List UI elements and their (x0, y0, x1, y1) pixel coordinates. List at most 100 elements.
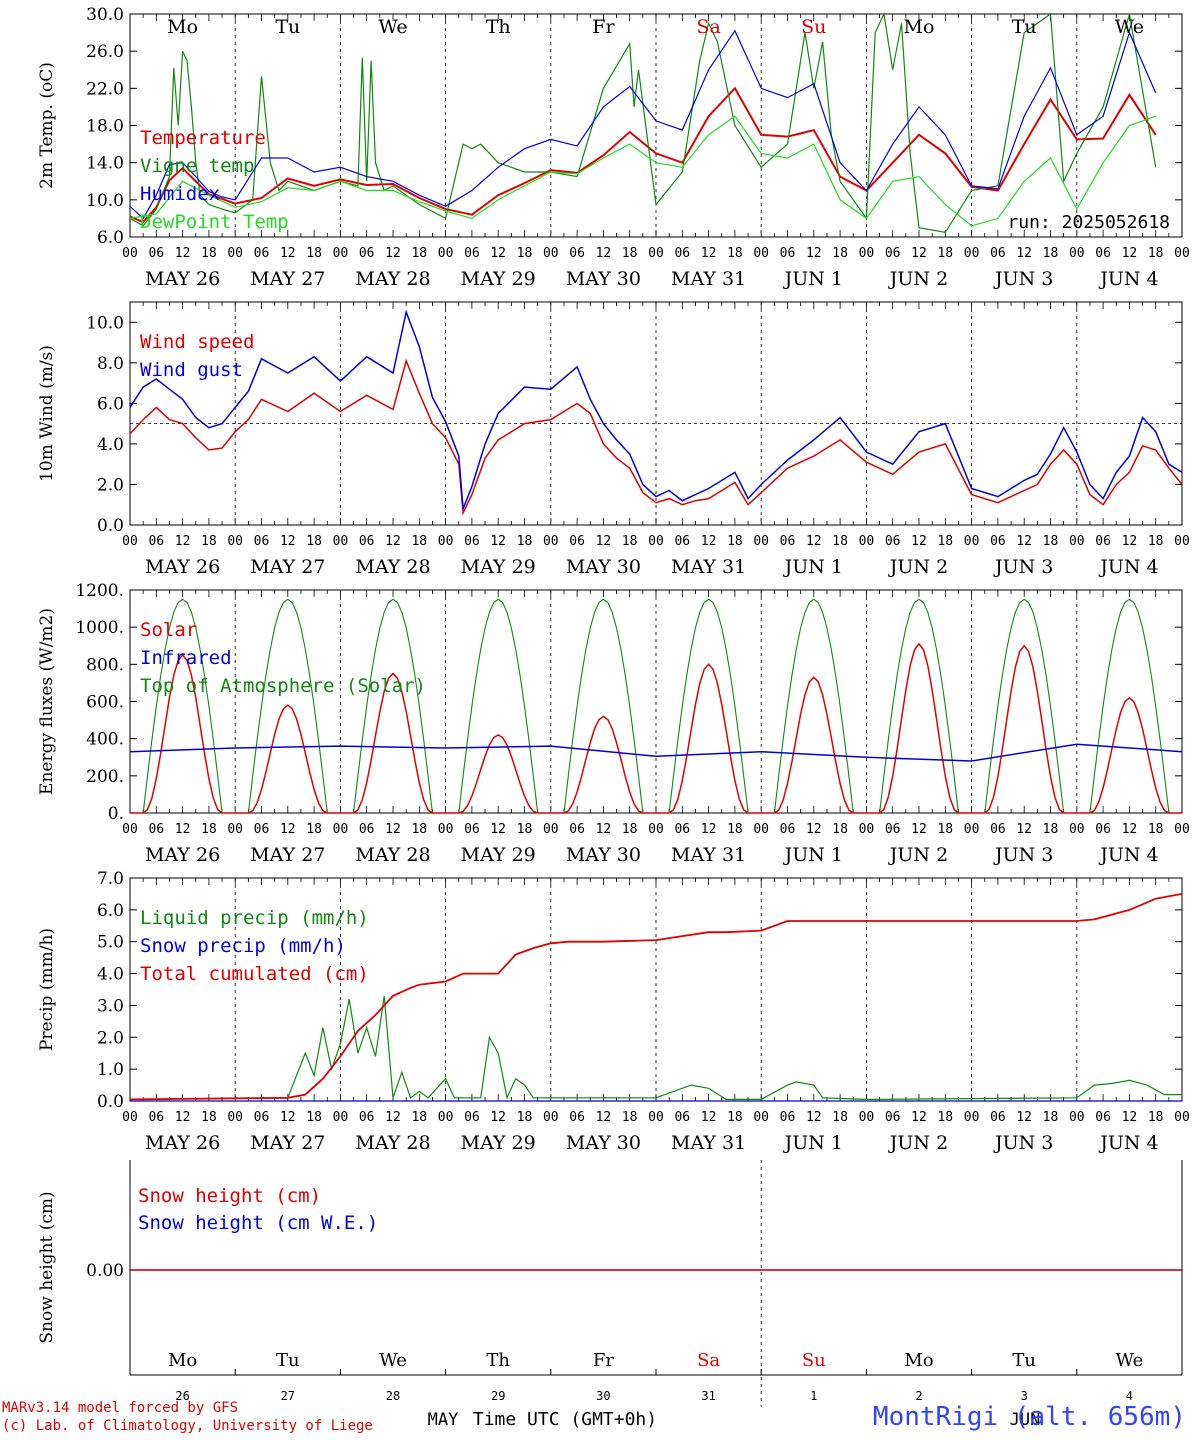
hour-tick-label: 06 (990, 822, 1006, 837)
hour-tick-label: 06 (464, 1110, 480, 1125)
hour-tick-label: 06 (1095, 1110, 1111, 1125)
y-tick-label: 2.0 (97, 1028, 124, 1048)
day-number-label: 26 (175, 1389, 189, 1403)
hour-tick-label: 06 (254, 1110, 270, 1125)
hour-tick-label: 18 (306, 246, 322, 261)
y-axis-label: 10m Wind (m/s) (37, 345, 57, 482)
hour-tick-label: 18 (1148, 822, 1164, 837)
day-name-label: Fr (592, 16, 615, 38)
hour-tick-label: 18 (306, 534, 322, 549)
date-label: JUN 2 (888, 268, 948, 290)
hour-tick-label: 06 (254, 246, 270, 261)
date-label: MAY 26 (145, 1132, 220, 1154)
hour-tick-label: 18 (411, 1110, 427, 1125)
hour-tick-label: 18 (832, 246, 848, 261)
hour-tick-label: 12 (385, 534, 401, 549)
hour-tick-label: 12 (911, 1110, 927, 1125)
hour-tick-label: 06 (885, 822, 901, 837)
hour-tick-label: 00 (1174, 822, 1190, 837)
legend-entry: DewPoint Temp (140, 211, 289, 233)
legend-entry: Temperature (140, 127, 266, 149)
hour-tick-label: 18 (622, 822, 638, 837)
day-name-label: Tu (276, 1350, 300, 1371)
hour-tick-label: 00 (753, 246, 769, 261)
hour-tick-label: 18 (937, 534, 953, 549)
hour-tick-label: 00 (122, 534, 138, 549)
hour-tick-label: 06 (359, 822, 375, 837)
day-number-label: 4 (1126, 1389, 1133, 1403)
day-name-label: Tu (1012, 1350, 1036, 1371)
hour-tick-label: 12 (385, 822, 401, 837)
hour-tick-label: 18 (201, 1110, 217, 1125)
hour-tick-label: 06 (885, 1110, 901, 1125)
hour-tick-label: 00 (964, 1110, 980, 1125)
hour-tick-label: 12 (175, 822, 191, 837)
y-tick-label: 22.0 (86, 79, 124, 99)
day-name-label: Su (802, 1350, 826, 1371)
series-line-solar (130, 642, 1182, 814)
hour-tick-label: 12 (596, 534, 612, 549)
hour-tick-label: 12 (1016, 534, 1032, 549)
hour-tick-label: 00 (859, 246, 875, 261)
hour-tick-label: 06 (1095, 246, 1111, 261)
hour-tick-label: 18 (1148, 534, 1164, 549)
hour-tick-label: 18 (1043, 1110, 1059, 1125)
hour-tick-label: 18 (201, 534, 217, 549)
hour-tick-label: 00 (122, 246, 138, 261)
hour-tick-label: 06 (674, 822, 690, 837)
date-label: MAY 31 (671, 268, 746, 290)
hour-tick-label: 00 (227, 822, 243, 837)
y-tick-label: 30.0 (86, 5, 124, 25)
day-name-label: We (379, 1350, 407, 1371)
date-label: MAY 27 (250, 268, 325, 290)
hour-tick-label: 18 (622, 246, 638, 261)
hour-tick-label: 00 (648, 534, 664, 549)
hour-tick-label: 18 (727, 246, 743, 261)
legend-entry: Solar (140, 619, 197, 641)
date-label: MAY 30 (566, 556, 641, 578)
hour-tick-label: 18 (727, 534, 743, 549)
day-name-label: Mo (904, 16, 935, 38)
date-label: MAY 31 (671, 1132, 746, 1154)
hour-tick-label: 12 (596, 246, 612, 261)
series-line-precip (129, 893, 1183, 1101)
hour-tick-label: 12 (280, 1110, 296, 1125)
day-name-label: We (1116, 1350, 1144, 1371)
y-tick-label: 0.0 (97, 516, 124, 536)
day-number-label: 1 (810, 1389, 817, 1403)
y-axis-label: 2m Temp. (oC) (37, 62, 57, 189)
date-label: MAY 29 (461, 1132, 536, 1154)
hour-tick-label: 00 (1174, 246, 1190, 261)
day-name-label: Sa (696, 16, 720, 38)
hour-tick-label: 06 (1095, 534, 1111, 549)
y-tick-label: 14.0 (86, 154, 124, 174)
legend-entry: Infrared (140, 647, 232, 669)
series-line-wind (129, 309, 1183, 510)
legend-entry: Snow height (cm W.E.) (138, 1212, 378, 1234)
series-line-infrared (129, 743, 1183, 762)
y-tick-label: 800. (86, 655, 124, 675)
hour-tick-label: 00 (543, 822, 559, 837)
hour-tick-label: 18 (1043, 534, 1059, 549)
day-number-label: 29 (491, 1389, 505, 1403)
hour-tick-label: 00 (333, 822, 349, 837)
hour-tick-label: 12 (1122, 822, 1138, 837)
hour-tick-label: 06 (674, 534, 690, 549)
y-tick-label: 3.0 (97, 996, 124, 1016)
hour-tick-label: 06 (569, 1110, 585, 1125)
hour-tick-label: 00 (227, 534, 243, 549)
hour-tick-label: 00 (753, 534, 769, 549)
date-label: MAY 29 (461, 844, 536, 866)
hour-tick-label: 06 (148, 246, 164, 261)
date-label: MAY 27 (250, 556, 325, 578)
y-axis-label: Precip (mm/h) (37, 928, 57, 1051)
hour-tick-label: 18 (832, 822, 848, 837)
y-tick-label: 7.0 (97, 869, 124, 889)
hour-tick-label: 00 (333, 534, 349, 549)
hour-tick-label: 00 (543, 246, 559, 261)
y-tick-label: 10.0 (86, 313, 124, 333)
y-tick-label: 8.0 (97, 354, 124, 374)
y-tick-label: 4.0 (97, 965, 124, 985)
hour-tick-label: 00 (227, 1110, 243, 1125)
